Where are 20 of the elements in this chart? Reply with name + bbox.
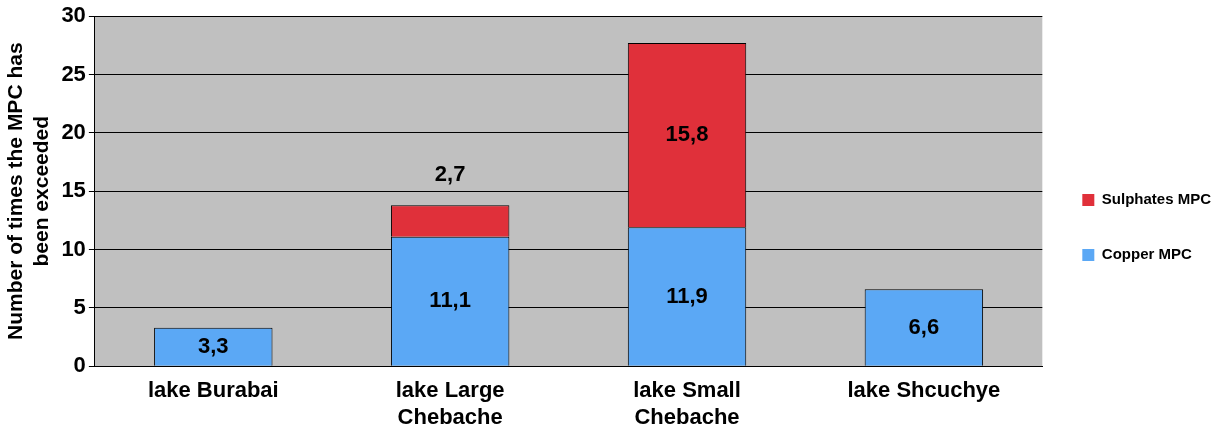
data-label: 15,8 <box>665 121 709 147</box>
y-tick-label: 15 <box>61 177 86 203</box>
x-tick-label: lake Small Chebache <box>633 377 741 429</box>
data-label: 11,9 <box>666 282 708 308</box>
data-label: 11,1 <box>429 287 471 313</box>
legend-label: Copper MPC <box>1101 245 1192 263</box>
y-tick-label: 30 <box>61 2 86 28</box>
x-tick-label: lake Large Chebache <box>395 377 505 429</box>
legend-label: Sulphates MPC <box>1101 190 1212 208</box>
y-tick-label: 10 <box>61 235 86 261</box>
x-tick-label: lake Shcuchye <box>847 377 1001 403</box>
y-tick-label: 25 <box>61 60 86 86</box>
y-tick-label: 0 <box>73 352 86 378</box>
data-label: 6,6 <box>908 313 940 339</box>
data-label: 3,3 <box>198 332 229 358</box>
y-axis-title: Number of times the MPC has been exceeded <box>3 42 52 340</box>
y-tick-label: 5 <box>73 293 86 319</box>
x-tick-label: lake Burabai <box>147 377 279 403</box>
data-label: 2,7 <box>434 161 466 187</box>
y-tick-label: 20 <box>61 118 86 144</box>
